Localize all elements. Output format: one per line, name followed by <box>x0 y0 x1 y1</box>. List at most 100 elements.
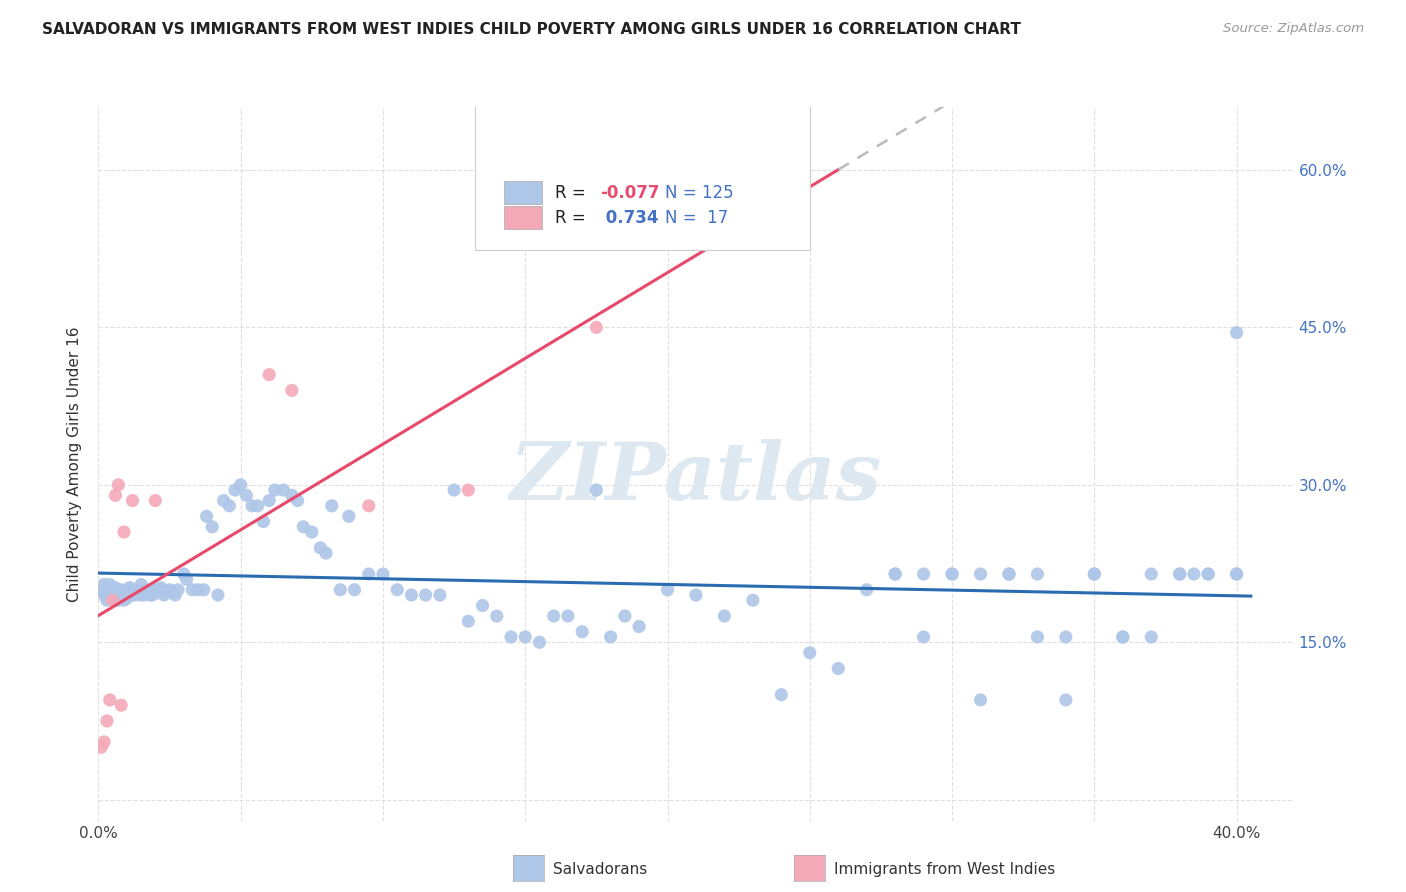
Point <box>1226 567 1249 582</box>
Point <box>1112 630 1135 644</box>
Point <box>941 567 963 582</box>
Point <box>401 588 423 602</box>
Point <box>162 585 184 599</box>
FancyBboxPatch shape <box>503 181 541 204</box>
Point <box>167 582 190 597</box>
Point <box>212 493 235 508</box>
Point <box>371 567 394 582</box>
Point <box>337 509 360 524</box>
Point <box>127 582 149 597</box>
Point <box>104 581 127 595</box>
Point <box>98 588 121 602</box>
Point <box>1182 567 1205 582</box>
Point <box>884 567 907 582</box>
Point <box>129 577 152 591</box>
Point <box>301 524 323 539</box>
Point <box>132 588 155 602</box>
Point <box>90 740 112 755</box>
Text: R =: R = <box>555 209 591 227</box>
Point <box>93 735 115 749</box>
Point <box>1226 326 1249 340</box>
Point <box>912 567 935 582</box>
Point <box>1197 567 1219 582</box>
Point <box>98 693 121 707</box>
Point <box>884 567 907 582</box>
Point <box>93 577 115 591</box>
Point <box>110 582 132 597</box>
Point <box>941 567 963 582</box>
Point <box>628 619 651 633</box>
Point <box>770 688 793 702</box>
Point <box>224 483 246 497</box>
Point <box>104 488 127 502</box>
Point <box>121 493 143 508</box>
Point <box>112 593 135 607</box>
Point <box>181 582 204 597</box>
Point <box>499 630 522 644</box>
Point <box>115 591 138 606</box>
Point <box>101 591 124 606</box>
Point <box>343 582 366 597</box>
Point <box>415 588 437 602</box>
FancyBboxPatch shape <box>503 206 541 229</box>
Point <box>969 567 991 582</box>
Point <box>257 493 280 508</box>
Point <box>104 588 127 602</box>
Text: ZIPatlas: ZIPatlas <box>510 440 882 516</box>
Point <box>515 630 537 644</box>
Point <box>309 541 332 555</box>
Point <box>153 588 176 602</box>
Point <box>321 499 343 513</box>
Point <box>107 593 129 607</box>
Point <box>599 630 621 644</box>
Point <box>457 483 479 497</box>
Point <box>292 520 315 534</box>
Point <box>118 581 141 595</box>
Point <box>240 499 263 513</box>
Point <box>315 546 337 560</box>
Text: -0.077: -0.077 <box>600 184 659 202</box>
Point <box>121 588 143 602</box>
Point <box>1197 567 1219 582</box>
Point <box>1140 630 1163 644</box>
Point <box>129 588 152 602</box>
Point <box>685 588 707 602</box>
Point <box>657 582 679 597</box>
FancyBboxPatch shape <box>475 100 810 250</box>
Point <box>246 499 269 513</box>
Point <box>138 588 160 602</box>
Point <box>1168 567 1191 582</box>
Point <box>124 588 146 602</box>
Point <box>201 520 224 534</box>
Point <box>110 588 132 602</box>
Point <box>1054 693 1077 707</box>
Point <box>543 609 565 624</box>
Point <box>385 582 409 597</box>
Point <box>187 582 209 597</box>
Point <box>1168 567 1191 582</box>
Point <box>115 582 138 597</box>
Point <box>485 609 508 624</box>
Point <box>457 614 479 628</box>
Text: Immigrants from West Indies: Immigrants from West Indies <box>834 863 1054 877</box>
Point <box>529 635 551 649</box>
Point <box>357 567 380 582</box>
Text: N = 125: N = 125 <box>665 184 734 202</box>
Point <box>741 593 763 607</box>
Y-axis label: Child Poverty Among Girls Under 16: Child Poverty Among Girls Under 16 <box>67 326 83 601</box>
Point <box>176 572 198 586</box>
Point <box>101 585 124 599</box>
Point <box>357 499 380 513</box>
Point <box>1026 567 1049 582</box>
Point <box>107 585 129 599</box>
Point <box>287 493 309 508</box>
Text: SALVADORAN VS IMMIGRANTS FROM WEST INDIES CHILD POVERTY AMONG GIRLS UNDER 16 COR: SALVADORAN VS IMMIGRANTS FROM WEST INDIE… <box>42 22 1021 37</box>
Point <box>218 499 240 513</box>
Point <box>263 483 285 497</box>
Text: Salvadorans: Salvadorans <box>553 863 647 877</box>
Point <box>93 588 115 602</box>
Point <box>96 714 118 728</box>
Point <box>252 515 274 529</box>
Point <box>112 524 135 539</box>
Point <box>1026 630 1049 644</box>
